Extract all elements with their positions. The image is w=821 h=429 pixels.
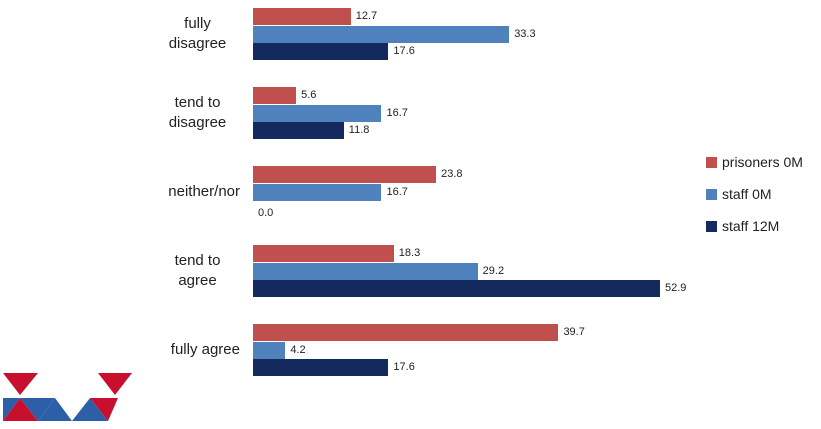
- value-label: 17.6: [393, 361, 415, 373]
- value-label: 17.6: [393, 45, 415, 57]
- bar: [253, 245, 394, 262]
- value-label: 23.8: [441, 168, 463, 180]
- value-label: 4.2: [290, 343, 306, 356]
- value-label: 11.8: [348, 124, 370, 136]
- legend-swatch: [706, 189, 717, 200]
- bar: [253, 280, 660, 297]
- value-label: 39.7: [563, 326, 585, 338]
- category-text: tend to disagree: [168, 94, 227, 131]
- category-text: fully agree: [170, 341, 240, 358]
- value-label: 5.6: [301, 89, 317, 101]
- logo: [3, 373, 132, 421]
- legend-text: staff 0M: [722, 186, 772, 202]
- legend-item: staff 12M: [706, 218, 779, 234]
- value-label: 33.3: [514, 27, 536, 40]
- bar: [253, 324, 559, 341]
- bar: [253, 25, 510, 43]
- value-label: 16.7: [386, 185, 408, 198]
- legend-swatch: [706, 157, 717, 168]
- bar: [253, 359, 389, 376]
- value-label: 16.7: [386, 106, 408, 119]
- bar: [253, 262, 478, 280]
- value-label: 0.0: [258, 207, 274, 219]
- bar: [253, 8, 351, 25]
- category-text: tend to agree: [174, 252, 221, 289]
- legend-text: staff 12M: [722, 218, 780, 234]
- bar: [253, 104, 382, 122]
- category-text: neither/nor: [168, 183, 240, 200]
- category-text: fully disagree: [168, 15, 227, 52]
- legend-item: prisoners 0M: [706, 154, 803, 170]
- bar: [253, 341, 286, 359]
- value-label: 12.7: [355, 10, 378, 22]
- legend-text: prisoners 0M: [722, 154, 803, 170]
- category-label: fully disagree: [155, 8, 240, 60]
- bar: [253, 87, 297, 104]
- category-label: tend to disagree: [155, 87, 240, 139]
- category-label: tend to agree: [155, 245, 240, 297]
- value-label: 18.3: [398, 247, 421, 259]
- legend-item: staff 0M: [706, 186, 772, 202]
- category-label: fully agree: [171, 324, 240, 376]
- legend-swatch: [706, 221, 717, 232]
- bar: [253, 122, 344, 139]
- bar: [253, 43, 389, 60]
- value-label: 29.2: [482, 264, 505, 277]
- bar: [253, 183, 382, 201]
- value-label: 52.9: [665, 282, 687, 294]
- category-label: neither/nor: [168, 166, 240, 218]
- bar: [253, 166, 437, 183]
